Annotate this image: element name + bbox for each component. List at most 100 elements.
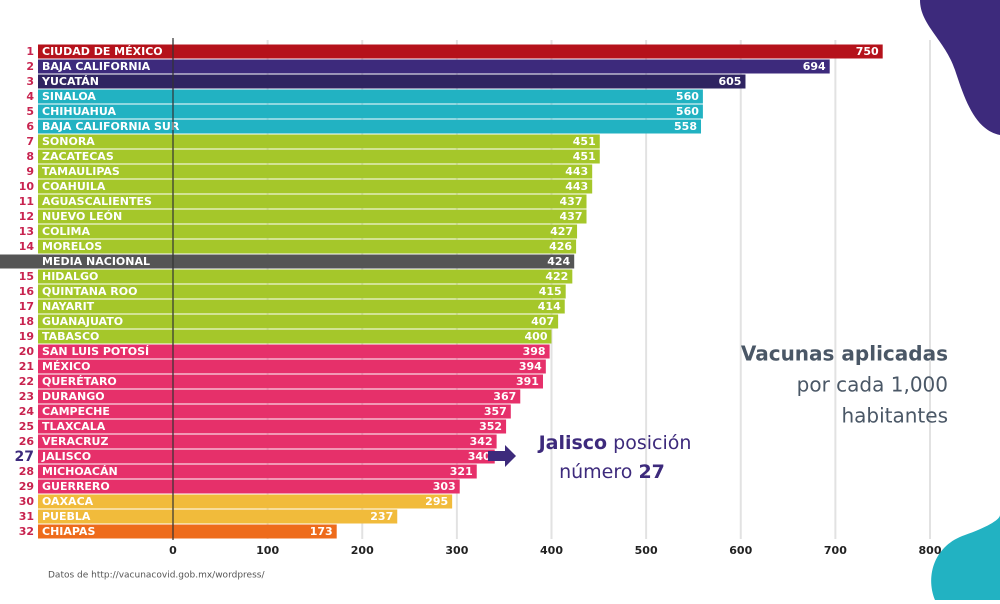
bar (38, 524, 337, 539)
value-label: 443 (565, 180, 588, 193)
x-tick-label: 700 (824, 544, 847, 557)
category-label: SONORA (42, 135, 95, 148)
rank-label: 22 (19, 375, 34, 388)
rank-label: 31 (19, 510, 34, 523)
value-label: 295 (425, 495, 448, 508)
value-label: 340 (468, 450, 491, 463)
rank-label: 30 (19, 495, 35, 508)
rank-label: 15 (19, 270, 34, 283)
category-label: TAMAULIPAS (42, 165, 120, 178)
x-tick-label: 600 (729, 544, 752, 557)
bar (38, 359, 546, 374)
category-label: DURANGO (42, 390, 105, 403)
annotation-text: número (559, 461, 632, 483)
x-tick-label: 800 (919, 544, 942, 557)
x-tick-label: 200 (351, 544, 374, 557)
x-tick-label: 500 (635, 544, 658, 557)
bar (38, 104, 703, 119)
category-label: CHIHUAHUA (42, 105, 116, 118)
value-label: 342 (470, 435, 493, 448)
rank-label: 32 (19, 525, 34, 538)
value-label: 443 (565, 165, 588, 178)
rank-label: 28 (19, 465, 34, 478)
x-tick-label: 100 (256, 544, 279, 557)
rank-label: 21 (19, 360, 34, 373)
value-label: 451 (573, 135, 596, 148)
category-label: JALISCO (41, 450, 91, 463)
value-label: 605 (719, 75, 742, 88)
bar (38, 329, 552, 344)
bar (38, 479, 460, 494)
subtitle: habitantes (841, 404, 948, 428)
value-label: 391 (516, 375, 539, 388)
bar (38, 374, 543, 389)
rank-label: 19 (19, 330, 34, 343)
rank-label: 4 (26, 90, 34, 103)
rank-label: 29 (19, 480, 34, 493)
bar (38, 164, 593, 179)
value-label: 367 (493, 390, 516, 403)
value-label: 321 (450, 465, 473, 478)
bar (38, 419, 507, 434)
rank-label: 26 (19, 435, 35, 448)
value-label: 422 (545, 270, 568, 283)
bar (38, 284, 566, 299)
value-label: 352 (479, 420, 502, 433)
rank-label: 20 (19, 345, 35, 358)
value-label: 357 (484, 405, 507, 418)
rank-label: 1 (26, 45, 34, 58)
value-label: 173 (310, 525, 333, 538)
category-label: MORELOS (42, 240, 102, 253)
category-label: TABASCO (42, 330, 99, 343)
rank-label: 14 (19, 240, 35, 253)
rank-label: 23 (19, 390, 34, 403)
bar (38, 74, 746, 89)
rank-label: 9 (26, 165, 34, 178)
title: Vacunas aplicadas (741, 342, 948, 366)
category-label: MICHOACÁN (42, 465, 118, 478)
rank-label: 25 (19, 420, 34, 433)
rank-label: 16 (19, 285, 35, 298)
category-label: CHIAPAS (42, 525, 95, 538)
rank-label: 17 (19, 300, 34, 313)
rank-label: 11 (19, 195, 34, 208)
category-label: HIDALGO (42, 270, 98, 283)
rank-label: 6 (26, 120, 34, 133)
subtitle: por cada 1,000 (797, 373, 948, 397)
bar (38, 449, 495, 464)
category-label: PUEBLA (42, 510, 91, 523)
decor-blob (931, 515, 1000, 600)
category-label: TLAXCALA (42, 420, 106, 433)
value-label: 400 (525, 330, 548, 343)
value-label: 398 (523, 345, 546, 358)
x-tick-label: 400 (540, 544, 563, 557)
value-label: 437 (560, 195, 583, 208)
bar (38, 404, 511, 419)
rank-label: 12 (19, 210, 34, 223)
category-label: GUANAJUATO (42, 315, 123, 328)
bar (0, 254, 575, 269)
bar (38, 239, 577, 254)
rank-label: 13 (19, 225, 34, 238)
rank-label: 8 (26, 150, 34, 163)
value-label: 426 (549, 240, 572, 253)
bar (38, 299, 565, 314)
bar (38, 149, 600, 164)
category-label: COAHUILA (42, 180, 106, 193)
bar (38, 44, 883, 59)
value-label: 415 (539, 285, 562, 298)
category-label: SINALOA (42, 90, 96, 103)
bar (38, 314, 559, 329)
rank-label: 7 (26, 135, 34, 148)
bar (38, 389, 521, 404)
value-label: 560 (676, 90, 699, 103)
category-label: NAYARIT (42, 300, 95, 313)
rank-label: 3 (26, 75, 34, 88)
annotation-name: Jalisco (537, 432, 608, 454)
category-label: MÉXICO (42, 360, 90, 373)
value-label: 414 (538, 300, 561, 313)
bar (38, 464, 477, 479)
bar (38, 509, 398, 524)
value-label: 424 (547, 255, 570, 268)
